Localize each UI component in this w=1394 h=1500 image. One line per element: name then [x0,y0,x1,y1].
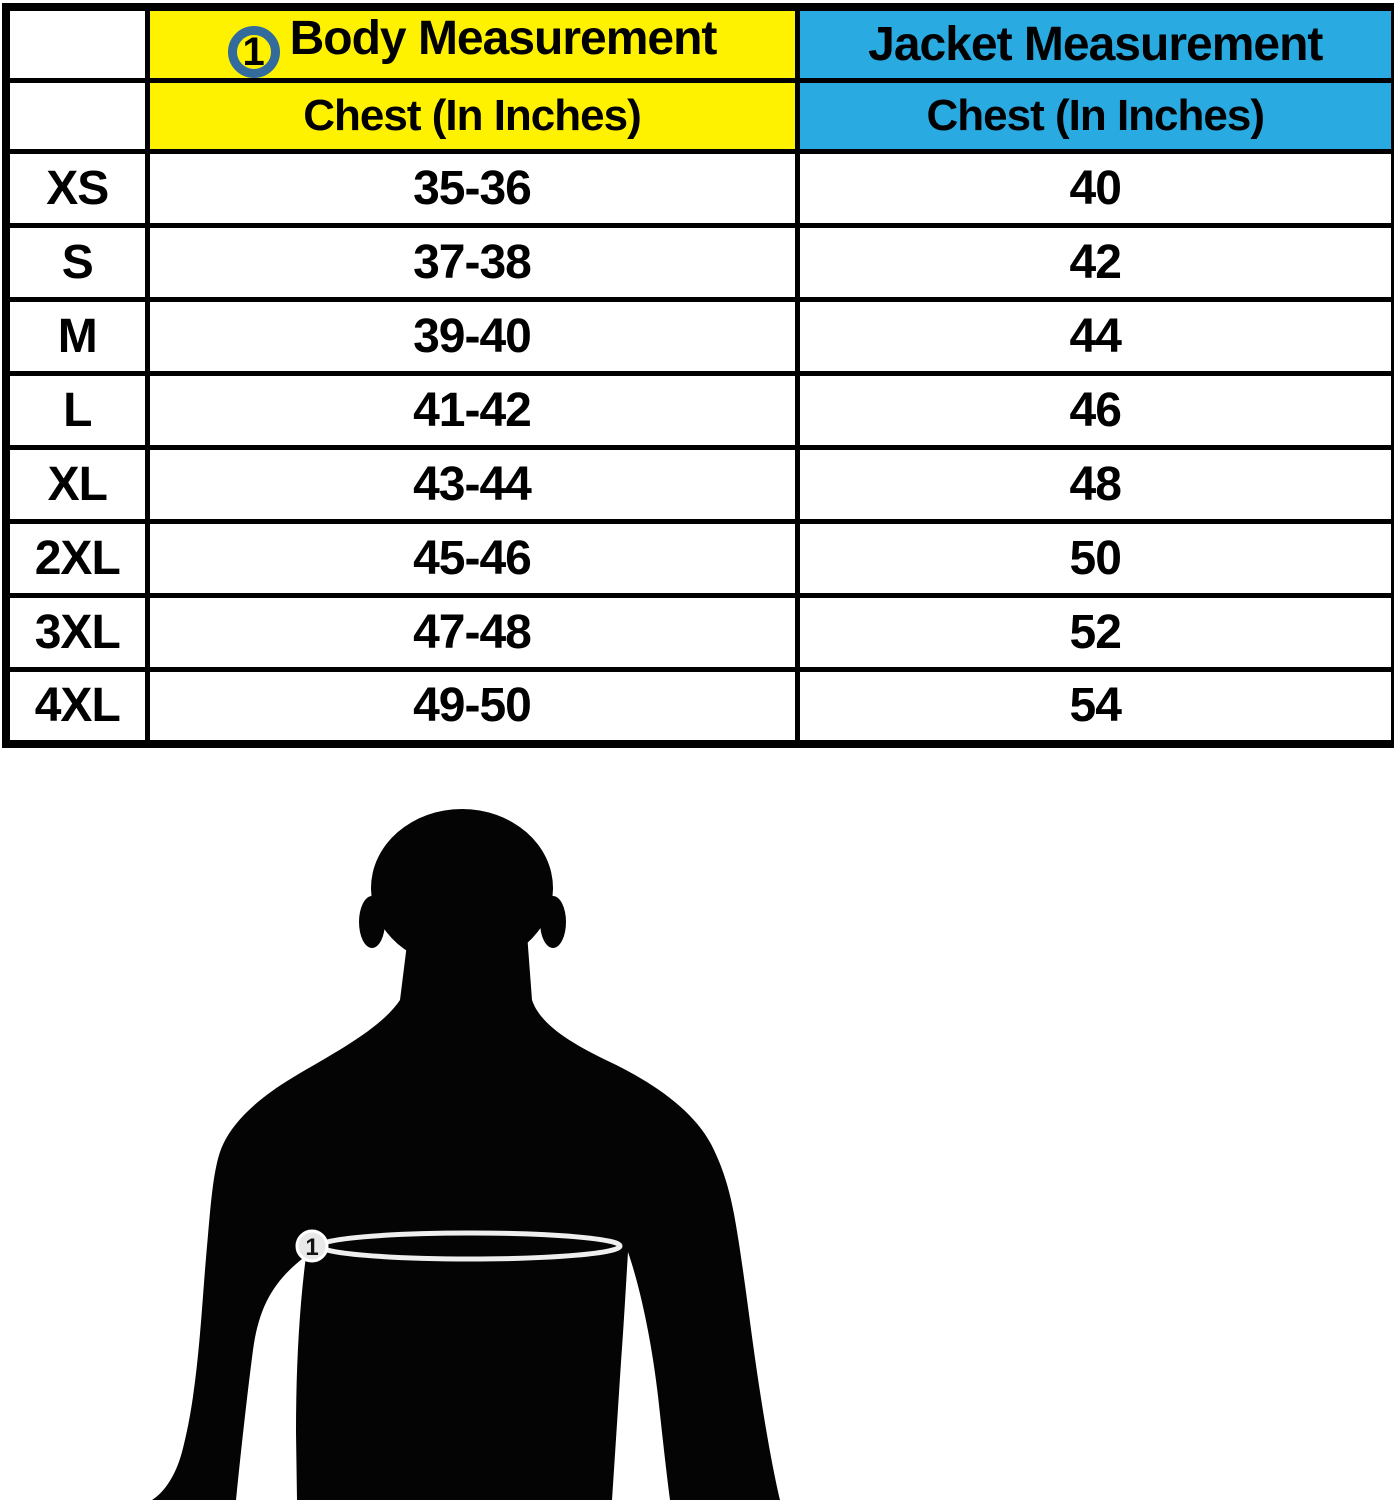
corner-cell [3,4,150,83]
body-chest-cell: 35-36 [144,149,800,228]
table-row: XS 35-36 40 [3,149,1394,228]
size-cell: S [3,223,150,302]
size-cell: XL [3,445,150,524]
corner-cell [3,78,150,154]
body-chest-cell: 45-46 [144,519,800,598]
body-silhouette [152,920,780,1500]
body-chest-cell: 37-38 [144,223,800,302]
body-measurement-header: 1 Body Measurement [144,4,800,83]
jacket-chest-cell: 52 [794,593,1394,672]
jacket-chest-cell: 50 [794,519,1394,598]
jacket-chest-cell: 54 [794,667,1394,746]
body-chest-cell: 39-40 [144,297,800,376]
table-row: XL 43-44 48 [3,445,1394,524]
table-row: L 41-42 46 [3,371,1394,450]
size-cell: 2XL [3,519,150,598]
jacket-chest-subheader: Chest (In Inches) [794,78,1394,154]
chest-marker-label: 1 [305,1234,318,1261]
body-chest-cell: 49-50 [144,667,800,746]
chest-marker-circle [295,1229,329,1263]
size-cell: 4XL [3,667,150,746]
jacket-chest-cell: 42 [794,223,1394,302]
table-row: S 37-38 42 [3,223,1394,302]
header-row: 1 Body Measurement Jacket Measurement [3,4,1394,83]
left-ear-shape [359,896,385,948]
size-cell: XS [3,149,150,228]
chest-measure-line [317,1230,623,1262]
subheader-row: Chest (In Inches) Chest (In Inches) [3,78,1394,154]
jacket-chest-cell: 44 [794,297,1394,376]
jacket-chest-cell: 40 [794,149,1394,228]
table-row: 3XL 47-48 52 [3,593,1394,672]
body-chest-cell: 43-44 [144,445,800,524]
size-cell: M [3,297,150,376]
jacket-chest-cell: 46 [794,371,1394,450]
body-chest-cell: 47-48 [144,593,800,672]
circled-1-icon: 1 [227,26,280,76]
table-row: 4XL 49-50 54 [3,667,1394,746]
size-cell: 3XL [3,593,150,672]
table-row: 2XL 45-46 50 [3,519,1394,598]
table-row: M 39-40 44 [3,297,1394,376]
size-cell: L [3,371,150,450]
size-chart-table: 1 Body Measurement Jacket Measurement Che… [2,3,1394,748]
body-chest-cell: 41-42 [144,371,800,450]
jacket-measurement-header: Jacket Measurement [794,4,1394,83]
right-ear-shape [540,896,566,948]
body-chest-subheader: Chest (In Inches) [144,78,800,154]
body-measurement-label: Body Measurement [289,12,718,65]
head-shape [371,809,553,967]
jacket-chest-cell: 48 [794,445,1394,524]
